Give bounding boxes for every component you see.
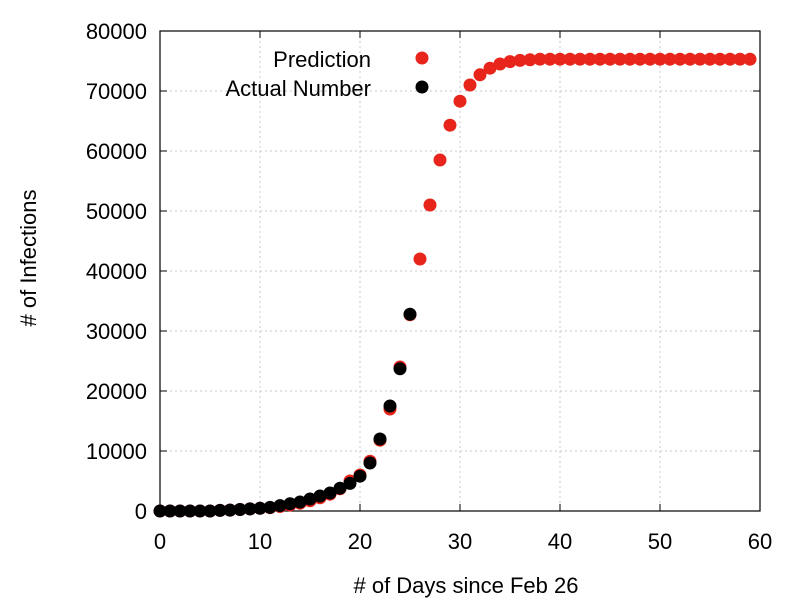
prediction-point [743, 52, 757, 66]
x-tick-label: 50 [648, 529, 672, 554]
prediction-point [583, 52, 597, 66]
actual-point [183, 504, 197, 518]
x-tick-label: 0 [154, 529, 166, 554]
actual-point [363, 456, 377, 470]
actual-point [153, 504, 167, 518]
x-tick-label: 20 [348, 529, 372, 554]
prediction-point [513, 53, 527, 67]
actual-point [273, 499, 287, 513]
prediction-series [153, 52, 757, 518]
prediction-point [593, 52, 607, 66]
y-tick-label: 70000 [86, 79, 147, 104]
prediction-point [433, 153, 447, 167]
prediction-point [493, 57, 507, 71]
prediction-point [713, 52, 727, 66]
prediction-point [623, 52, 637, 66]
prediction-point [563, 52, 577, 66]
actual-point [343, 476, 357, 490]
actual-point [283, 497, 297, 511]
legend-label-prediction: Prediction [273, 47, 371, 72]
actual-point [253, 501, 267, 515]
prediction-point [533, 52, 547, 66]
prediction-point [473, 68, 487, 82]
prediction-point [633, 52, 647, 66]
actual-point [203, 504, 217, 518]
actual-point [233, 503, 247, 516]
actual-point [383, 399, 397, 413]
prediction-point [603, 52, 617, 66]
y-tick-label: 20000 [86, 379, 147, 404]
y-tick-labels: 0 10000 20000 30000 40000 50000 60000 70000 8000… [86, 19, 147, 524]
y-tick-label: 50000 [86, 199, 147, 224]
y-tick-label: 40000 [86, 259, 147, 284]
prediction-point [683, 52, 697, 66]
actual-point [293, 495, 307, 509]
grid-lines [160, 31, 760, 511]
x-tick-label: 40 [548, 529, 572, 554]
actual-series [153, 307, 417, 518]
prediction-point [733, 52, 747, 66]
legend-marker-actual [415, 80, 429, 94]
y-tick-label: 80000 [86, 19, 147, 44]
prediction-point [463, 78, 477, 92]
legend-marker-prediction [415, 51, 429, 65]
prediction-point [423, 198, 437, 212]
prediction-point [553, 52, 567, 66]
prediction-point [613, 52, 627, 66]
y-tick-label: 0 [135, 499, 147, 524]
actual-point [213, 503, 227, 517]
actual-point [163, 504, 177, 518]
prediction-point [443, 118, 457, 132]
legend-label-actual: Actual Number [225, 76, 371, 101]
actual-point [393, 362, 407, 376]
x-tick-label: 60 [748, 529, 772, 554]
actual-point [223, 503, 237, 517]
prediction-point [653, 52, 667, 66]
actual-point [193, 504, 207, 518]
prediction-point [453, 94, 467, 108]
legend: Prediction Actual Number [225, 47, 429, 101]
actual-point [403, 307, 417, 321]
prediction-point [663, 52, 677, 66]
actual-point [303, 492, 317, 506]
actual-point [173, 504, 187, 518]
prediction-point [503, 55, 517, 69]
x-axis-title: # of Days since Feb 26 [353, 573, 578, 598]
x-tick-label: 30 [448, 529, 472, 554]
prediction-point [723, 52, 737, 66]
y-tick-label: 30000 [86, 319, 147, 344]
actual-point [353, 469, 367, 483]
x-tick-label: 10 [248, 529, 272, 554]
y-axis-title: # of Infections [16, 190, 41, 327]
actual-point [263, 500, 277, 514]
prediction-point [543, 52, 557, 66]
y-tick-label: 10000 [86, 439, 147, 464]
actual-point [333, 481, 347, 495]
prediction-point [693, 52, 707, 66]
prediction-point [523, 53, 537, 67]
actual-point [243, 502, 257, 516]
x-tick-labels: 0 10 20 30 40 50 60 [154, 529, 772, 554]
prediction-point [573, 52, 587, 66]
actual-point [373, 432, 387, 446]
prediction-point [703, 52, 717, 66]
prediction-point [673, 52, 687, 66]
y-tick-label: 60000 [86, 139, 147, 164]
prediction-point [643, 52, 657, 66]
prediction-point [483, 61, 497, 75]
actual-point [323, 486, 337, 500]
actual-point [313, 489, 327, 503]
prediction-point [413, 252, 427, 266]
